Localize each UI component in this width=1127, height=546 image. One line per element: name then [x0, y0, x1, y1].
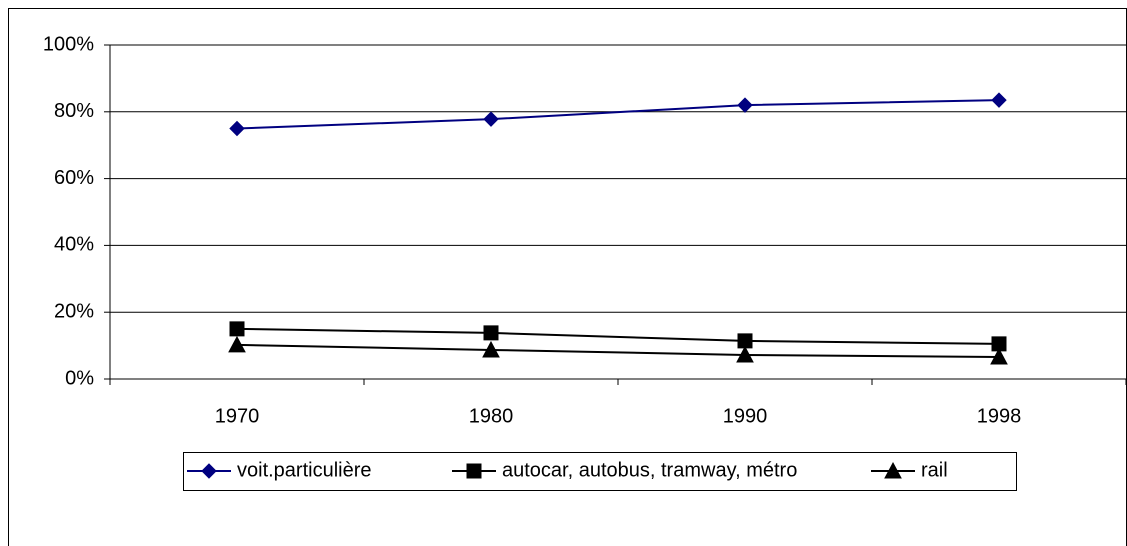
marker — [466, 463, 482, 479]
series-line — [236, 327, 1000, 345]
y-tick-label: 0% — [65, 367, 94, 389]
marker — [737, 333, 753, 349]
marker — [736, 345, 754, 363]
marker — [991, 92, 1007, 108]
marker — [991, 336, 1007, 352]
marker — [482, 340, 500, 358]
marker — [483, 111, 499, 127]
y-tick-label: 80% — [54, 100, 94, 122]
x-tick-label: 1970 — [215, 405, 260, 427]
marker — [483, 325, 499, 341]
marker — [884, 461, 902, 479]
y-tick-label: 20% — [54, 300, 94, 322]
y-tick-label: 40% — [54, 234, 94, 256]
marker — [737, 97, 753, 113]
x-tick-label: 1980 — [469, 405, 514, 427]
y-tick-label: 100% — [43, 33, 94, 55]
legend-label: rail — [921, 459, 948, 481]
marker — [228, 335, 246, 353]
series-line — [236, 99, 1000, 130]
marker — [201, 463, 217, 479]
marker — [990, 347, 1008, 365]
legend-label: voit.particulière — [237, 459, 372, 481]
legend-label: autocar, autobus, tramway, métro — [502, 459, 797, 481]
marker — [229, 321, 245, 337]
series-line — [236, 343, 1000, 358]
x-tick-label: 1998 — [977, 405, 1022, 427]
x-tick-label: 1990 — [723, 405, 768, 427]
y-tick-label: 60% — [54, 167, 94, 189]
marker — [229, 120, 245, 137]
